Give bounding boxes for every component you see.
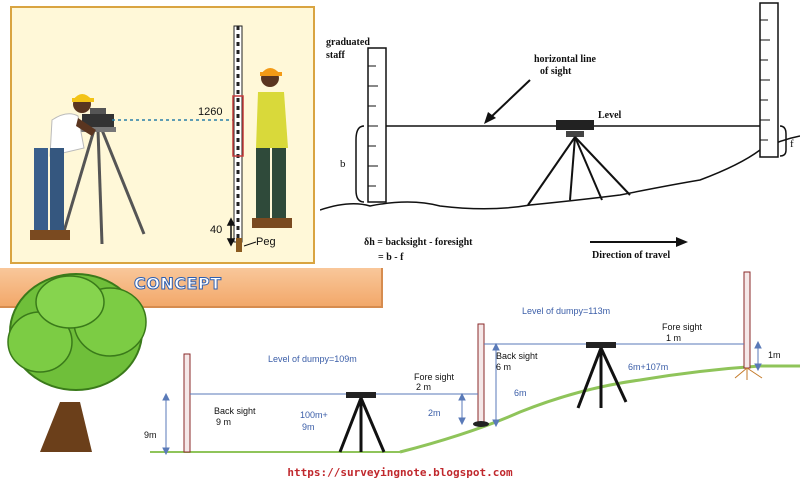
levelling-principle-drawing [320, 2, 800, 247]
dumpy-level-2 [576, 342, 628, 409]
back-sight-1-value: 9 m [216, 417, 232, 427]
dimension-9m-label: 9m [144, 430, 157, 440]
level-instrument [78, 108, 116, 132]
staff-2 [477, 323, 485, 425]
staff-1 [183, 353, 191, 453]
fore-sight-2-value: 1 m [666, 333, 682, 343]
dimension-9m [162, 392, 170, 456]
level-on-tripod [527, 120, 631, 206]
graduated-staff-label-2: staff [326, 50, 345, 61]
left-staff [367, 47, 387, 203]
fore-sight-1-value: 2 m [416, 382, 432, 392]
levelling-example-diagram: Level of dumpy=109m Level of dumpy=113m … [0, 262, 800, 488]
dimension-6m-label: 6m [514, 388, 527, 398]
staff-3 [743, 271, 751, 369]
back-sight-2-value: 6 m [496, 362, 512, 372]
turning-point-marker [473, 421, 489, 427]
ground-profile [320, 135, 800, 211]
surveyor-illustration-panel: 1260 40 Peg [10, 6, 315, 264]
dimension-6m [492, 342, 500, 428]
direction-of-travel-arrow [590, 237, 688, 247]
dimension-1m-label: 1m [768, 350, 781, 360]
dumpy-level-2-label: Level of dumpy=113m [522, 306, 611, 316]
dimension-2m [458, 392, 466, 426]
peg-height-arrow [226, 217, 236, 247]
dumpy-level-1 [338, 392, 386, 453]
back-sight-1-label: Back sight [214, 406, 256, 416]
line-of-sight-pointer [484, 79, 531, 124]
formula-line-2: = b - f [378, 252, 404, 263]
surveyor-left [30, 94, 96, 240]
levelling-principle-diagram: graduated staff horizontal line of sight… [320, 0, 800, 265]
foresight-bracket [779, 125, 787, 157]
distance-1-label: 100m+ [300, 410, 328, 420]
graduated-staff-label-1: graduated [326, 37, 370, 48]
backsight-bracket [355, 125, 365, 203]
tripod-left [60, 129, 146, 245]
level-label: Level [598, 110, 622, 121]
levelling-example-drawing [7, 271, 800, 456]
horizontal-line-label-2: of sight [540, 66, 572, 77]
horizontal-line-label-1: horizontal line [534, 54, 596, 65]
tree-illustration [7, 273, 147, 452]
leveling-staff [232, 25, 244, 243]
back-sight-2-label: Back sight [496, 351, 538, 361]
fore-sight-1-label: Fore sight [414, 372, 455, 382]
benchmark-marker [734, 367, 763, 380]
peg [236, 238, 242, 252]
distance-2-label: 6m+107m [628, 362, 669, 372]
dimension-2m-label: 2m [428, 408, 441, 418]
staff-reading-label: 1260 [198, 106, 223, 118]
peg-height-label: 40 [210, 224, 223, 236]
formula-line-1: δh = backsight - foresight [364, 237, 473, 248]
fore-sight-2-label: Fore sight [662, 322, 703, 332]
surveyor-right [252, 68, 292, 228]
source-url[interactable]: https://surveyingnote.blogspot.com [287, 466, 513, 479]
dimension-1m [754, 340, 762, 372]
ground-slope [399, 364, 800, 454]
backsight-b-label: b [340, 158, 346, 170]
direction-label: Direction of travel [592, 250, 671, 261]
right-staff [759, 2, 779, 158]
peg-label: Peg [256, 236, 276, 248]
dumpy-level-1-label: Level of dumpy=109m [268, 354, 357, 364]
surveyor-illustration [30, 25, 292, 252]
foresight-f-label: f [790, 138, 794, 150]
concept-title: CONCEPT [134, 274, 222, 294]
distance-1-value: 9m [302, 422, 315, 432]
